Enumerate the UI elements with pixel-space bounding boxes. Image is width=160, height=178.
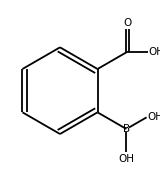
Text: B: B	[123, 124, 130, 134]
Text: OH: OH	[147, 112, 160, 122]
Text: OH: OH	[118, 154, 134, 164]
Text: OH: OH	[149, 47, 160, 57]
Text: O: O	[123, 18, 132, 28]
